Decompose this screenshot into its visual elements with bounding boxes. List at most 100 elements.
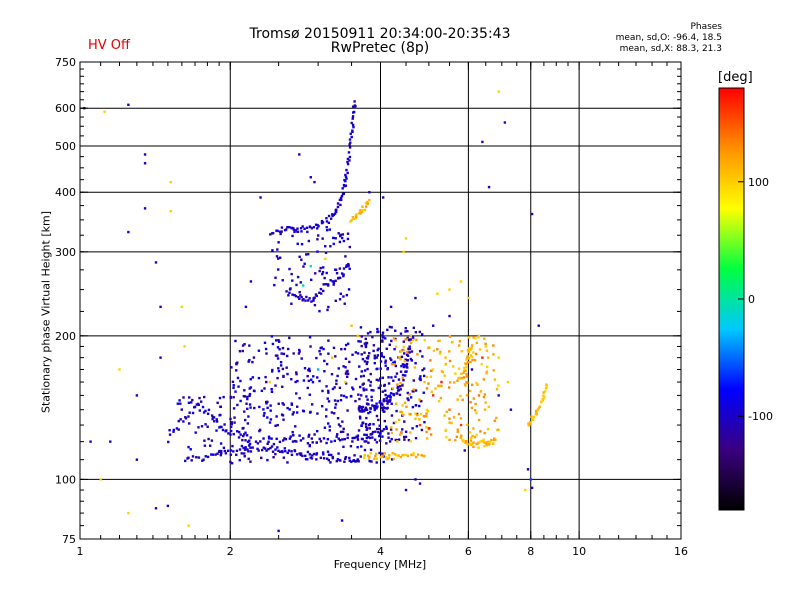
density-point bbox=[404, 326, 407, 330]
density-point bbox=[454, 438, 457, 442]
density-point bbox=[459, 417, 463, 420]
density-point bbox=[334, 237, 337, 240]
trace-point bbox=[347, 264, 350, 268]
trace-point bbox=[226, 449, 230, 453]
density-point bbox=[408, 351, 411, 354]
density-point bbox=[376, 327, 379, 331]
trace-point bbox=[326, 438, 330, 441]
density-point bbox=[366, 332, 370, 335]
density-point bbox=[326, 308, 329, 312]
density-point bbox=[270, 370, 274, 373]
density-point bbox=[375, 367, 378, 371]
trace-point bbox=[281, 450, 284, 454]
trace-point bbox=[336, 205, 340, 209]
trace-point bbox=[486, 440, 490, 444]
density-point bbox=[390, 358, 393, 362]
density-point bbox=[282, 403, 285, 406]
density-point bbox=[272, 442, 276, 446]
density-point bbox=[375, 441, 379, 444]
scatter-point bbox=[381, 196, 385, 199]
trace-point bbox=[423, 454, 426, 458]
density-point bbox=[345, 396, 348, 399]
density-point bbox=[386, 406, 389, 410]
density-point bbox=[283, 437, 286, 440]
density-point bbox=[365, 356, 369, 360]
density-point bbox=[286, 347, 290, 351]
trace-point bbox=[257, 449, 260, 452]
density-point bbox=[180, 408, 183, 411]
density-point bbox=[319, 353, 322, 356]
phases-stats-o: mean, sd,O: -96.4, 18.5 bbox=[615, 33, 722, 43]
trace-point bbox=[172, 430, 175, 433]
trace-point bbox=[247, 450, 250, 453]
trace-point bbox=[321, 221, 325, 224]
density-point bbox=[276, 257, 280, 260]
density-point bbox=[342, 365, 345, 368]
trace-point bbox=[401, 373, 405, 377]
density-point bbox=[475, 433, 478, 437]
trace-point bbox=[308, 453, 312, 456]
trace-point bbox=[182, 420, 185, 423]
density-point bbox=[292, 352, 295, 355]
scatter-point bbox=[444, 356, 447, 359]
density-point bbox=[298, 350, 301, 353]
density-point bbox=[394, 364, 398, 368]
trace-point bbox=[465, 365, 468, 369]
density-point bbox=[348, 360, 351, 364]
density-point bbox=[290, 378, 293, 381]
trace-point bbox=[304, 299, 307, 302]
density-point bbox=[387, 382, 391, 385]
colorbar-tick-label: 0 bbox=[748, 293, 755, 306]
density-point bbox=[274, 276, 277, 279]
density-point bbox=[363, 448, 367, 452]
density-point bbox=[396, 383, 399, 386]
trace-point bbox=[531, 418, 535, 422]
density-point bbox=[399, 381, 402, 385]
density-point bbox=[303, 367, 307, 370]
trace-point bbox=[493, 437, 496, 440]
density-point bbox=[290, 453, 294, 457]
density-point bbox=[410, 359, 414, 362]
density-point bbox=[307, 379, 311, 383]
trace-point bbox=[345, 264, 349, 267]
density-point bbox=[434, 387, 437, 390]
density-point bbox=[305, 226, 309, 230]
trace-point bbox=[301, 437, 305, 440]
trace-point bbox=[201, 405, 205, 409]
trace-point bbox=[471, 442, 474, 446]
trace-point bbox=[175, 427, 179, 430]
density-point bbox=[222, 446, 226, 450]
density-point bbox=[342, 427, 345, 430]
density-point bbox=[357, 340, 360, 343]
density-point bbox=[247, 457, 250, 461]
x-tick-label: 4 bbox=[377, 545, 384, 558]
density-point bbox=[406, 336, 409, 340]
density-point bbox=[339, 398, 343, 402]
density-point bbox=[308, 369, 311, 373]
density-point bbox=[472, 397, 475, 400]
trace-point bbox=[527, 424, 530, 427]
density-point bbox=[344, 372, 348, 375]
density-point bbox=[378, 424, 381, 427]
density-point bbox=[307, 299, 310, 302]
trace-point bbox=[468, 442, 472, 445]
density-point bbox=[382, 355, 386, 359]
density-point bbox=[400, 364, 403, 368]
trace-point bbox=[172, 428, 176, 432]
density-point bbox=[306, 386, 309, 390]
density-point bbox=[339, 430, 343, 434]
trace-point bbox=[344, 179, 347, 183]
density-point bbox=[272, 456, 275, 459]
density-point bbox=[386, 395, 390, 398]
density-point bbox=[339, 425, 342, 428]
y-tick-label: 600 bbox=[55, 102, 76, 115]
trace-point bbox=[482, 440, 485, 443]
trace-point bbox=[362, 456, 366, 459]
trace-point bbox=[343, 460, 346, 463]
density-point bbox=[452, 416, 456, 419]
scatter-point bbox=[109, 440, 112, 443]
scatter-point bbox=[481, 356, 484, 359]
density-point bbox=[357, 406, 361, 409]
density-point bbox=[422, 391, 425, 394]
density-point bbox=[291, 279, 294, 282]
